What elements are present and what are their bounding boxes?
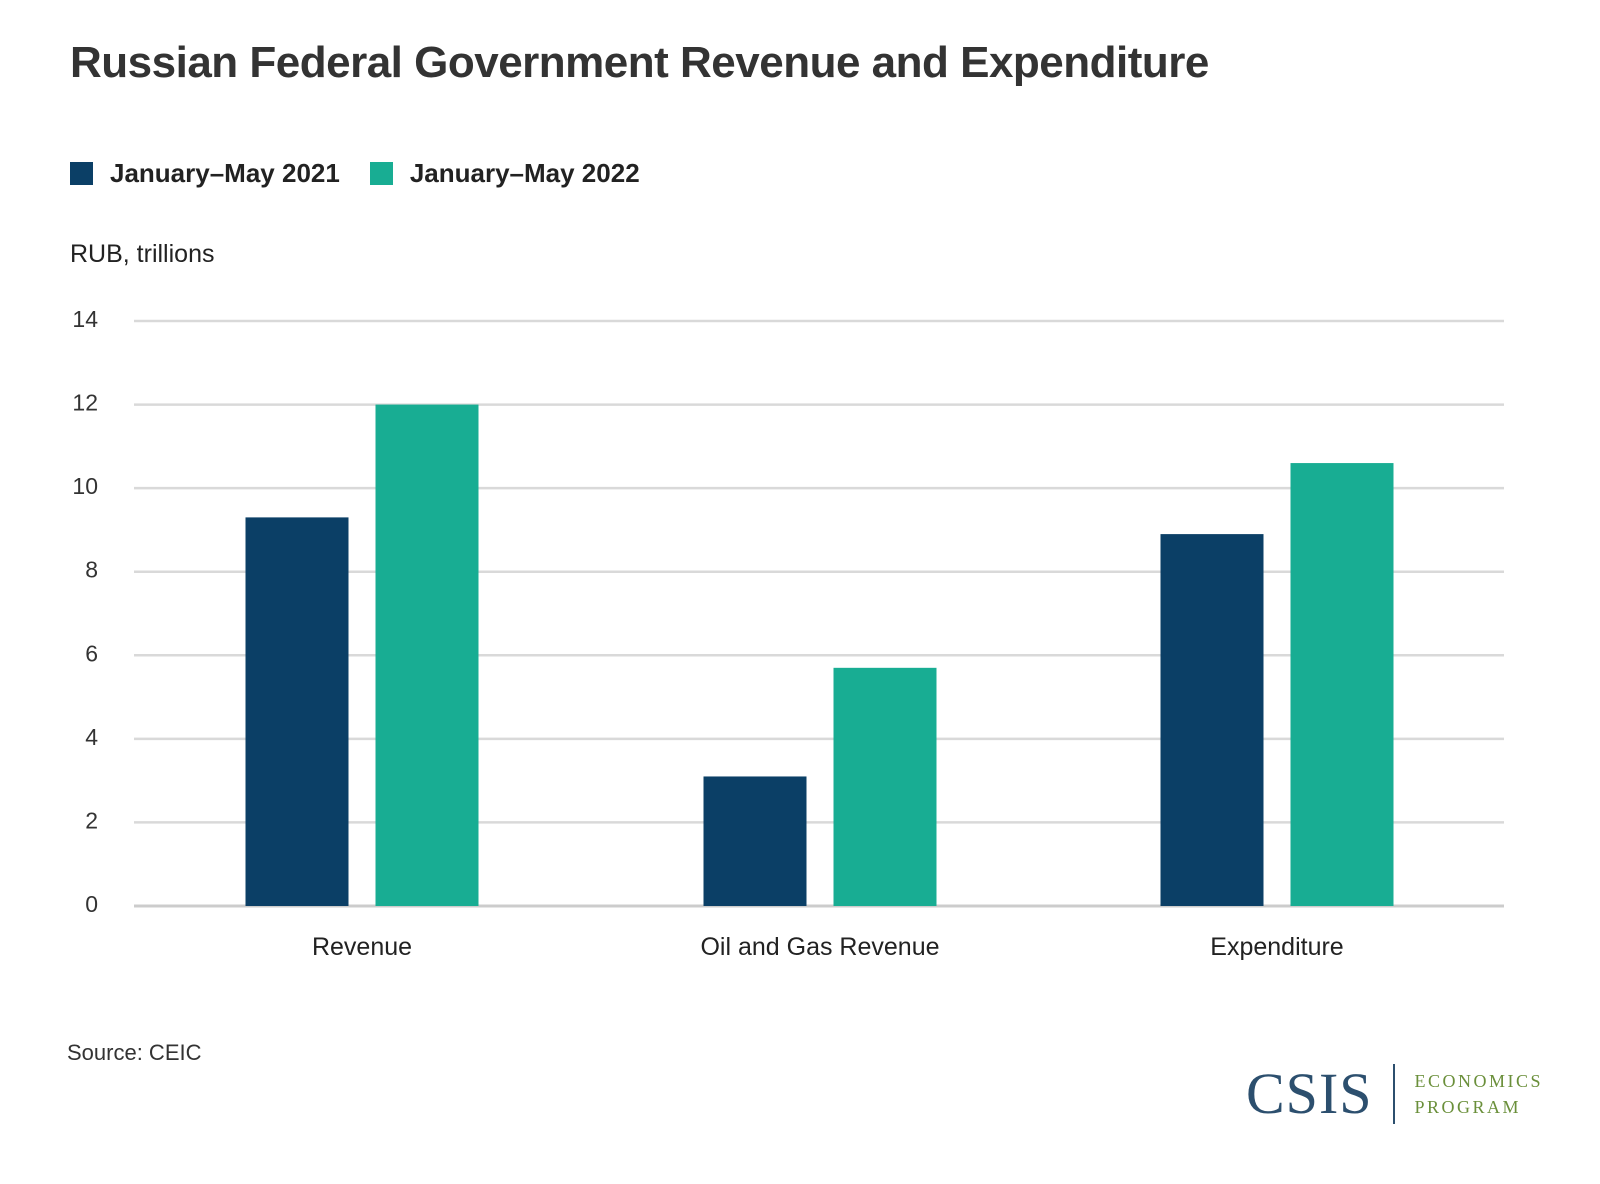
logo-line-1: ECONOMICS <box>1414 1071 1544 1091</box>
y-axis-unit-label: RUB, trillions <box>70 240 215 268</box>
bar-chart: 0 2 4 6 8 10 12 14 Revenue Oil and Gas Revenue Ex… <box>72 306 1504 961</box>
y-tick-label: 10 <box>72 473 98 499</box>
y-tick-label: 6 <box>85 640 98 666</box>
logo-mark: CSIS <box>1246 1061 1373 1126</box>
y-tick-label: 12 <box>72 390 98 416</box>
bar-2022-oil-and-gas-revenue <box>833 667 937 906</box>
gridlines <box>134 319 1504 908</box>
y-tick-label: 8 <box>85 557 98 583</box>
bars <box>245 404 1394 906</box>
legend-swatch-2022 <box>369 162 393 185</box>
logo-divider <box>1392 1064 1395 1124</box>
y-tick-label: 2 <box>85 807 98 833</box>
bar-2021-revenue <box>245 517 349 906</box>
legend-label-2022: January–May 2022 <box>409 158 640 188</box>
bar-2022-expenditure <box>1290 463 1394 906</box>
logo-program-name: ECONOMICS PROGRAM <box>1415 1068 1544 1120</box>
legend: January–May 2021 January–May 2022 <box>70 158 670 189</box>
y-tick-label: 0 <box>85 891 98 917</box>
legend-item-2022: January–May 2022 <box>369 158 640 189</box>
x-axis-ticks: Revenue Oil and Gas Revenue Expenditure <box>312 933 1344 961</box>
x-tick-label: Revenue <box>312 933 412 961</box>
logo-line-2: PROGRAM <box>1414 1097 1522 1117</box>
legend-label-2021: January–May 2021 <box>110 158 340 188</box>
csis-logo: CSIS ECONOMICS PROGRAM <box>1246 1064 1543 1124</box>
bar-2022-revenue <box>375 404 479 906</box>
bar-2021-oil-and-gas-revenue <box>703 776 807 906</box>
x-tick-label: Oil and Gas Revenue <box>700 933 939 961</box>
y-axis-ticks: 0 2 4 6 8 10 12 14 <box>72 306 98 917</box>
x-tick-label: Expenditure <box>1210 933 1343 961</box>
bar-2021-expenditure <box>1160 534 1264 906</box>
legend-item-2021: January–May 2021 <box>70 158 340 189</box>
legend-swatch-2021 <box>70 162 93 185</box>
source-note: Source: CEIC <box>67 1040 202 1065</box>
y-tick-label: 4 <box>85 724 98 750</box>
chart-title: Russian Federal Government Revenue and E… <box>70 38 1209 87</box>
y-tick-label: 14 <box>72 306 98 332</box>
